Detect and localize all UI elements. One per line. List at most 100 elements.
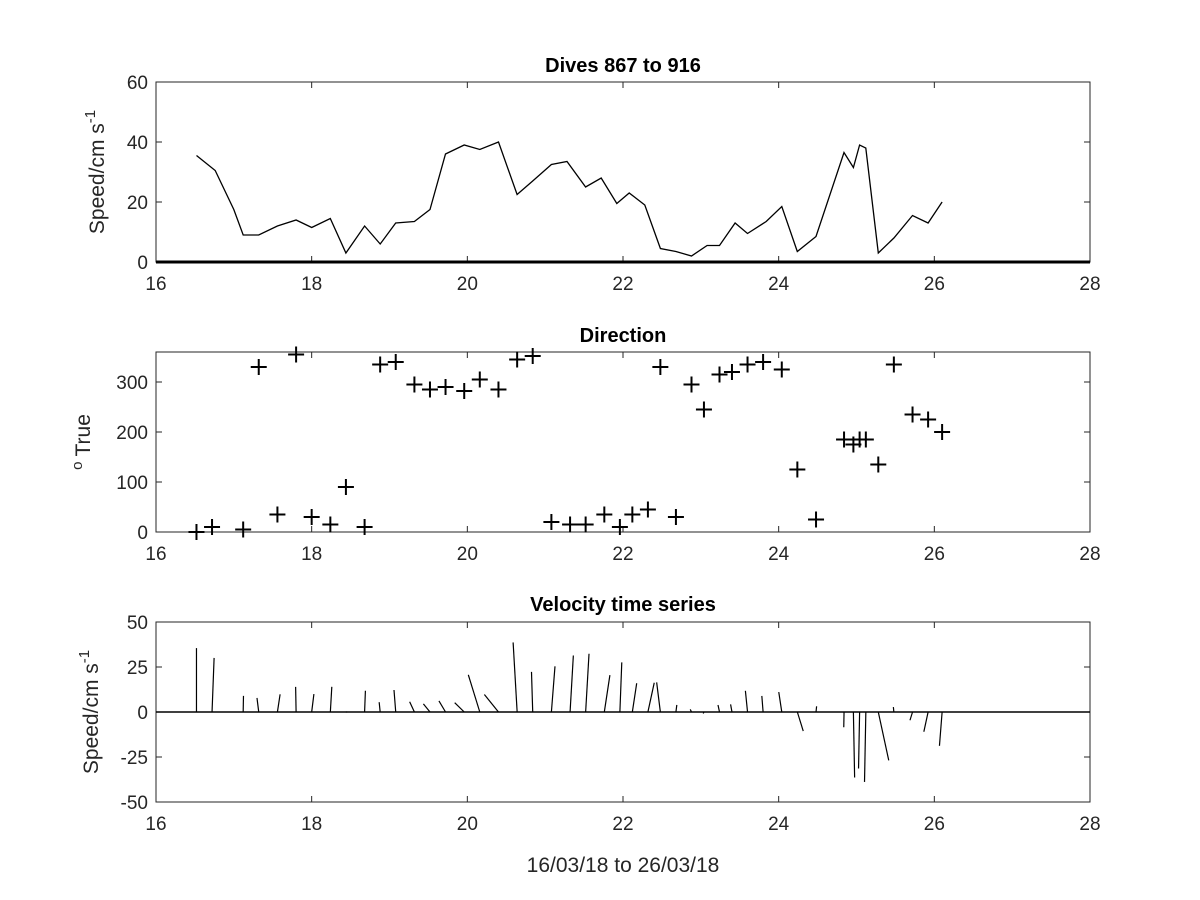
direction-point — [524, 348, 541, 364]
direction-point — [904, 406, 921, 423]
velocity-stick — [393, 689, 397, 713]
y-tick-label: 0 — [137, 703, 148, 724]
y-tick-label: 25 — [127, 658, 148, 679]
x-tick-label: 22 — [612, 544, 633, 565]
velocity-y-axis-label: Speed/cm s-1 — [76, 650, 103, 774]
velocity-stick — [530, 671, 534, 713]
direction-point — [934, 424, 951, 440]
direction-point — [667, 509, 684, 525]
direction-point — [437, 379, 454, 395]
velocity-stick — [631, 683, 638, 713]
y-tick-label: 50 — [127, 613, 148, 634]
x-tick-label: 28 — [1079, 544, 1100, 565]
y-tick-label: 40 — [127, 133, 148, 154]
velocity-stick — [276, 694, 281, 713]
direction-point — [773, 361, 790, 378]
speed-chart-title: Dives 867 to 916 — [545, 55, 701, 77]
x-tick-label: 26 — [924, 544, 945, 565]
direction-point — [857, 431, 874, 448]
y-tick-label: 200 — [116, 423, 148, 444]
x-tick-label: 16 — [145, 544, 166, 565]
direction-point — [870, 456, 887, 473]
velocity-stick — [815, 706, 818, 713]
direction-point — [356, 519, 373, 535]
speed-series — [156, 141, 1090, 264]
direction-y-ticks: 0 100 200 300 — [116, 373, 1090, 544]
direction-point — [543, 514, 560, 530]
direction-point — [624, 506, 641, 523]
x-tick-label: 26 — [924, 274, 945, 295]
x-tick-label: 18 — [301, 274, 322, 295]
velocity-stick — [675, 704, 678, 713]
direction-point — [372, 356, 389, 373]
direction-x-ticks: 16 18 20 22 24 26 28 — [145, 352, 1101, 565]
y-tick-label: -25 — [121, 748, 148, 769]
x-tick-label: 28 — [1079, 814, 1100, 835]
velocity-chart-title: Velocity time series — [530, 594, 716, 616]
direction-y-axis-label: oTrue — [69, 414, 95, 470]
direction-point — [683, 376, 700, 393]
direction-point — [639, 501, 656, 518]
x-tick-label: 24 — [768, 544, 790, 565]
velocity-stick — [877, 711, 890, 761]
direction-point — [808, 511, 825, 528]
direction-point — [490, 381, 507, 398]
direction-point — [471, 371, 488, 388]
velocity-series — [156, 642, 1090, 782]
y-tick-label: 0 — [137, 253, 148, 274]
velocity-stick — [923, 711, 929, 732]
velocity-stick — [422, 703, 431, 713]
velocity-stick — [857, 711, 861, 769]
direction-chart-title: Direction — [580, 325, 667, 347]
x-tick-label: 26 — [924, 814, 945, 835]
velocity-stick — [863, 711, 867, 782]
direction-point — [723, 364, 740, 380]
velocity-stick — [512, 642, 518, 713]
velocity-stick — [329, 686, 333, 713]
velocity-x-ticks: 16 18 20 22 24 26 28 — [145, 622, 1101, 835]
direction-point — [885, 356, 902, 373]
velocity-stick — [311, 693, 315, 713]
velocity-stick — [256, 697, 260, 713]
x-tick-label: 22 — [612, 814, 633, 835]
direction-point — [269, 506, 286, 523]
direction-point — [695, 401, 712, 418]
x-tick-label: 28 — [1079, 274, 1100, 295]
y-tick-label: 300 — [116, 373, 148, 394]
velocity-stick — [454, 702, 465, 713]
direction-point — [836, 431, 853, 448]
velocity-stick — [483, 694, 499, 713]
y-tick-label: 20 — [127, 193, 148, 214]
velocity-stick — [438, 700, 447, 713]
velocity-stick — [409, 701, 415, 713]
x-tick-label: 24 — [768, 274, 790, 295]
direction-point — [920, 411, 937, 428]
speed-line — [196, 141, 943, 257]
direction-point — [577, 516, 594, 533]
x-tick-label: 16 — [145, 274, 166, 295]
speed-y-ticks: 0 20 40 60 — [127, 73, 1090, 274]
speed-x-ticks: 16 18 20 22 24 26 28 — [145, 82, 1101, 295]
y-tick-label: 0 — [137, 523, 148, 544]
velocity-stick — [569, 655, 574, 713]
direction-point — [322, 516, 339, 533]
speed-plot-area — [155, 81, 1091, 263]
velocity-stick — [796, 711, 804, 732]
direction-point — [711, 366, 728, 383]
panel-speed: Dives 867 to 916 16 18 20 22 24 26 28 0204060 … — [82, 55, 1101, 295]
direction-point — [755, 354, 772, 370]
velocity-y-ticks: 50 25 0 -25 -50 — [121, 613, 1090, 814]
direction-point — [456, 383, 473, 399]
direction-point — [235, 521, 252, 538]
direction-point — [789, 461, 806, 478]
speed-y-axis-label: Speed/cm s-1 — [82, 110, 109, 234]
x-tick-label: 18 — [301, 814, 322, 835]
direction-point — [303, 509, 320, 525]
direction-point — [652, 359, 669, 375]
velocity-stick — [852, 711, 856, 778]
velocity-stick — [909, 711, 914, 721]
velocity-stick — [363, 690, 367, 713]
direction-point — [288, 346, 305, 363]
x-tick-label: 20 — [457, 274, 478, 295]
